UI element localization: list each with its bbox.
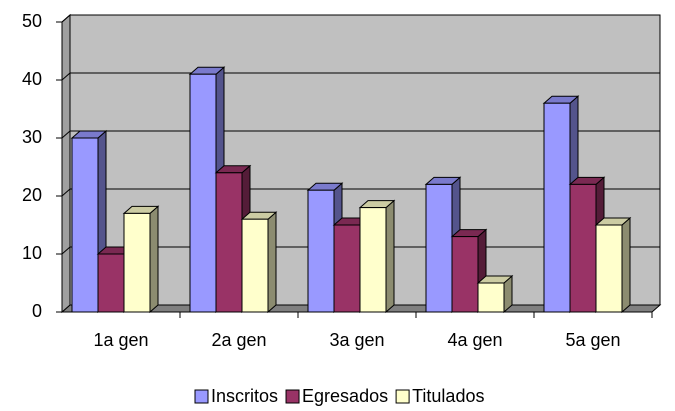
bar [97, 253, 125, 313]
x-tick-label: 5a gen [565, 330, 620, 350]
bar [451, 236, 479, 313]
bar [477, 282, 505, 313]
bar [71, 137, 99, 313]
grid-line [61, 130, 660, 139]
bar-side [149, 205, 159, 314]
bar [241, 218, 269, 313]
x-tick-label: 2a gen [211, 330, 266, 350]
bar [215, 172, 243, 313]
bar-side [267, 211, 277, 314]
bar [189, 73, 217, 313]
bar-side [621, 216, 631, 314]
grid-line [61, 14, 660, 23]
legend-swatch [285, 389, 300, 404]
bar [359, 207, 387, 313]
side-wall [61, 13, 71, 314]
legend-label: Inscritos [211, 386, 278, 406]
bar [569, 183, 597, 313]
bar-side [385, 199, 395, 314]
bar [543, 102, 571, 313]
y-tick-label: 10 [22, 243, 42, 263]
legend-swatch [194, 389, 209, 404]
bar [123, 212, 151, 313]
grid-line [61, 188, 660, 197]
bar [425, 183, 453, 313]
bar [595, 224, 623, 313]
y-tick-label: 0 [32, 301, 42, 321]
legend-swatch [395, 389, 410, 404]
grid-line [61, 72, 660, 81]
legend-label: Egresados [302, 386, 388, 406]
legend-label: Titulados [412, 386, 484, 406]
x-tick-label: 4a gen [447, 330, 502, 350]
bar [333, 224, 361, 313]
x-tick-label: 3a gen [329, 330, 384, 350]
y-tick-label: 20 [22, 185, 42, 205]
y-tick-label: 50 [22, 11, 42, 31]
x-tick-label: 1a gen [93, 330, 148, 350]
y-tick-label: 30 [22, 127, 42, 147]
y-tick-label: 40 [22, 69, 42, 89]
bar [307, 189, 335, 313]
